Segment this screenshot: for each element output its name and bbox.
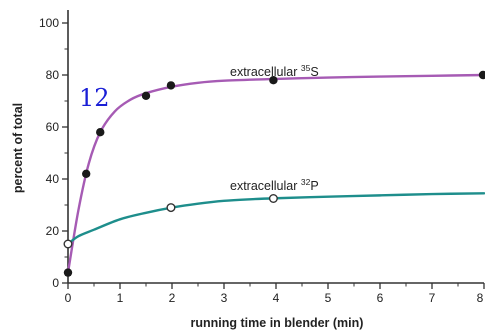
y-tick-label: 60 [46,120,60,134]
data-point [268,193,278,203]
data-point [63,239,73,249]
y-axis-label: percent of total [11,103,25,193]
x-axis-label: running time in blender (min) [191,316,364,330]
data-point [63,268,73,277]
x-tick-label: 6 [377,291,384,305]
series-points [63,70,485,277]
series-line-0 [66,73,485,274]
data-point [166,81,176,90]
data-point [82,169,91,178]
series-lines [66,73,485,274]
data-point [96,128,105,137]
x-tick-label: 1 [117,291,124,305]
data-point [478,70,485,80]
overlay-annotation: 12 [79,84,110,112]
y-tick-label: 100 [39,16,59,30]
data-point [269,76,278,85]
data-point [141,91,151,101]
x-tick-label: 8 [477,291,484,305]
y-tick-label: 0 [52,276,59,290]
y-tick-label: 40 [46,172,60,186]
x-tick-label: 0 [65,291,72,305]
x-tick-label: 4 [273,291,280,305]
series-label-1: extracellular 32P [230,177,319,193]
axes [67,10,484,284]
tick-marks [62,22,485,289]
x-tick-label: 5 [325,291,332,305]
x-tick-label: 3 [221,291,228,305]
series-line-1 [66,192,485,246]
y-tick-labels: 0 20 40 60 80 100 [39,16,59,290]
y-tick-label: 20 [46,224,60,238]
data-point [166,203,176,213]
x-tick-labels: 0 1 2 3 4 5 6 7 8 [65,291,484,305]
series-label-0: extracellular 35S [230,63,319,79]
x-tick-label: 2 [169,291,176,305]
x-tick-label: 7 [429,291,436,305]
y-tick-label: 80 [46,68,60,82]
series-labels: extracellular 35S extracellular 32P [230,63,319,193]
